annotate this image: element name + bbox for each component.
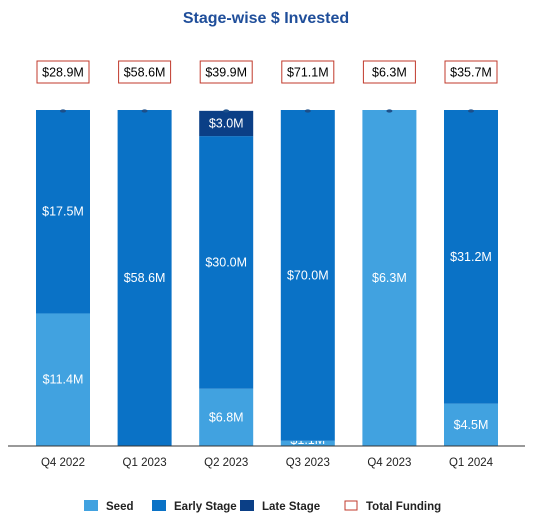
legend-label-early-stage: Early Stage [174, 501, 237, 513]
total-funding-box-q1-2024 [444, 60, 498, 84]
total-funding-box-q2-2023 [199, 60, 253, 84]
legend: Seed Early Stage Late Stage Total Funding [84, 500, 441, 513]
x-tick-label-q2-2023: Q2 2023 [204, 457, 248, 469]
data-label-seed-q4-2022: $11.4M [43, 373, 84, 387]
total-funding-label-q4-2023: $6.3M [372, 66, 407, 80]
bar-top-marker-q1-2024 [468, 109, 474, 113]
legend-label-late-stage: Late Stage [262, 501, 320, 513]
legend-label-seed: Seed [106, 501, 134, 513]
total-funding-labels: $28.9M $58.6M $39.9M $71.1M $6.3M $35.7M [36, 60, 498, 84]
data-label-early-stage-q4-2022: $17.5M [42, 205, 84, 219]
data-label-early-stage-q1-2024: $31.2M [450, 250, 492, 264]
total-funding-box-q4-2023 [362, 60, 416, 84]
bar-late-stage-q2-2023 [199, 110, 254, 137]
data-label-early-stage-q2-2023: $30.0M [205, 255, 247, 269]
data-label-early-stage-q3-2023: $70.0M [287, 268, 329, 282]
legend-swatch-early-stage [152, 500, 166, 511]
x-tick-label-q4-2023: Q4 2023 [367, 457, 411, 469]
x-tick-label-q4-2022: Q4 2022 [41, 457, 85, 469]
legend-label-total-funding: Total Funding [366, 501, 441, 513]
legend-swatch-seed [84, 500, 98, 511]
legend-swatch-total-funding [344, 500, 358, 511]
data-label-early-stage-q1-2023: $58.6M [124, 271, 166, 285]
bar-seed-q3-2023 [280, 440, 335, 446]
bar-top-marker-q3-2023 [304, 109, 311, 113]
total-funding-box-q3-2023 [281, 60, 335, 84]
x-tick-label-q1-2023: Q1 2023 [123, 457, 167, 469]
x-tick-label-q1-2024: Q1 2024 [449, 457, 494, 469]
bar-seed-q2-2023 [199, 388, 254, 446]
x-tick-label-q3-2023: Q3 2023 [286, 457, 330, 469]
total-funding-label-q2-2023: $39.9M [205, 66, 247, 80]
bars-layer: $11.4M$17.5M$58.6M$6.8M$30.0M$3.0M$1.1M$… [36, 109, 498, 447]
total-funding-box-q4-2022 [36, 60, 90, 84]
bar-early-stage-q1-2024 [444, 110, 498, 404]
data-label-seed-q4-2023: $6.3M [372, 271, 407, 285]
bar-early-stage-q1-2023 [117, 110, 172, 446]
chart-title: Stage-wise $ Invested [183, 10, 349, 27]
bar-seed-q4-2022 [36, 313, 90, 446]
bar-early-stage-q3-2023 [280, 110, 335, 441]
bar-seed-q1-2024 [444, 403, 498, 446]
total-funding-label-q4-2022: $28.9M [42, 66, 84, 80]
bar-early-stage-q2-2023 [199, 136, 254, 389]
bar-top-marker-q1-2023 [141, 109, 148, 113]
total-funding-label-q1-2024: $35.7M [450, 66, 492, 80]
data-label-seed-q1-2024: $4.5M [454, 418, 489, 432]
total-funding-label-q1-2023: $58.6M [124, 66, 166, 80]
x-axis-ticks: Q4 2022 Q1 2023 Q2 2023 Q3 2023 Q4 2023 Q1 20… [41, 457, 494, 469]
bar-early-stage-q4-2022 [36, 110, 90, 314]
bar-seed-q4-2023 [362, 110, 417, 446]
total-funding-box-q1-2023 [118, 60, 172, 84]
data-label-seed-q2-2023: $6.8M [209, 410, 244, 424]
bar-top-marker-q4-2023 [386, 109, 393, 113]
legend-swatch-late-stage [240, 500, 254, 511]
total-funding-label-q3-2023: $71.1M [287, 66, 329, 80]
bar-top-marker-q4-2022 [60, 109, 66, 113]
bar-top-marker-q2-2023 [223, 109, 230, 113]
data-label-late-stage-q2-2023: $3.0M [209, 116, 244, 130]
